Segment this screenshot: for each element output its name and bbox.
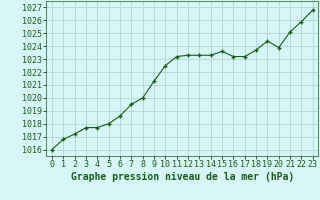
X-axis label: Graphe pression niveau de la mer (hPa): Graphe pression niveau de la mer (hPa) [71,172,294,182]
